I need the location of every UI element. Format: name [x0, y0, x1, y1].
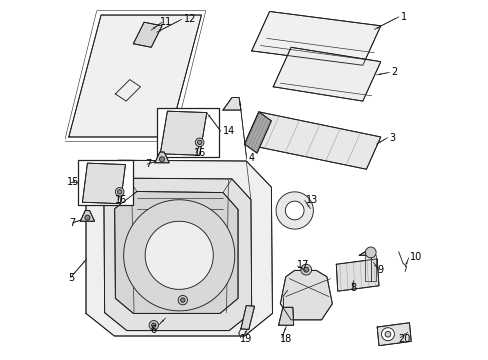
Polygon shape: [223, 98, 241, 110]
Text: 14: 14: [223, 126, 235, 135]
Polygon shape: [115, 188, 124, 196]
Polygon shape: [244, 112, 271, 153]
Polygon shape: [244, 112, 380, 169]
Text: 15: 15: [67, 177, 79, 187]
Text: 9: 9: [376, 265, 383, 275]
Polygon shape: [85, 215, 90, 220]
Polygon shape: [280, 270, 332, 320]
FancyBboxPatch shape: [78, 160, 133, 205]
Polygon shape: [384, 331, 390, 337]
Text: 4: 4: [247, 153, 254, 163]
Polygon shape: [197, 140, 202, 144]
Polygon shape: [300, 264, 311, 275]
Text: 3: 3: [389, 133, 395, 143]
Polygon shape: [285, 201, 304, 220]
Polygon shape: [251, 12, 380, 65]
Text: 19: 19: [240, 333, 252, 343]
Polygon shape: [180, 298, 184, 302]
FancyBboxPatch shape: [156, 108, 219, 157]
Text: 8: 8: [349, 283, 356, 293]
FancyBboxPatch shape: [365, 255, 375, 281]
Polygon shape: [359, 250, 373, 255]
Polygon shape: [303, 267, 308, 272]
Text: 16: 16: [115, 195, 127, 205]
Text: 12: 12: [183, 14, 196, 24]
Polygon shape: [195, 138, 203, 147]
Polygon shape: [365, 247, 375, 258]
Text: 20: 20: [398, 333, 410, 343]
Text: 1: 1: [400, 12, 406, 22]
Text: 5: 5: [67, 273, 74, 283]
Polygon shape: [381, 328, 394, 341]
Polygon shape: [159, 157, 164, 162]
Text: 2: 2: [391, 67, 397, 77]
Polygon shape: [160, 111, 206, 155]
Polygon shape: [178, 296, 187, 305]
Polygon shape: [278, 307, 293, 325]
Polygon shape: [241, 306, 254, 329]
Polygon shape: [151, 323, 156, 327]
Polygon shape: [69, 15, 201, 137]
Polygon shape: [80, 211, 94, 221]
Polygon shape: [155, 152, 169, 163]
Polygon shape: [133, 22, 162, 47]
Text: 13: 13: [305, 195, 318, 205]
Text: 16: 16: [194, 148, 206, 158]
Polygon shape: [82, 163, 125, 204]
Polygon shape: [123, 200, 234, 311]
Polygon shape: [115, 192, 238, 314]
Polygon shape: [149, 320, 158, 330]
Text: 17: 17: [296, 260, 308, 270]
Polygon shape: [86, 160, 272, 336]
Polygon shape: [117, 190, 122, 194]
Text: 11: 11: [160, 17, 172, 27]
Text: 10: 10: [408, 252, 421, 262]
Text: 18: 18: [279, 333, 291, 343]
Text: 7: 7: [69, 218, 76, 228]
Text: 6: 6: [150, 325, 156, 335]
Polygon shape: [376, 323, 410, 346]
Polygon shape: [273, 47, 380, 101]
Polygon shape: [104, 178, 251, 330]
Polygon shape: [145, 221, 213, 289]
Polygon shape: [336, 259, 378, 291]
Text: 7: 7: [145, 159, 151, 169]
Polygon shape: [276, 192, 313, 229]
